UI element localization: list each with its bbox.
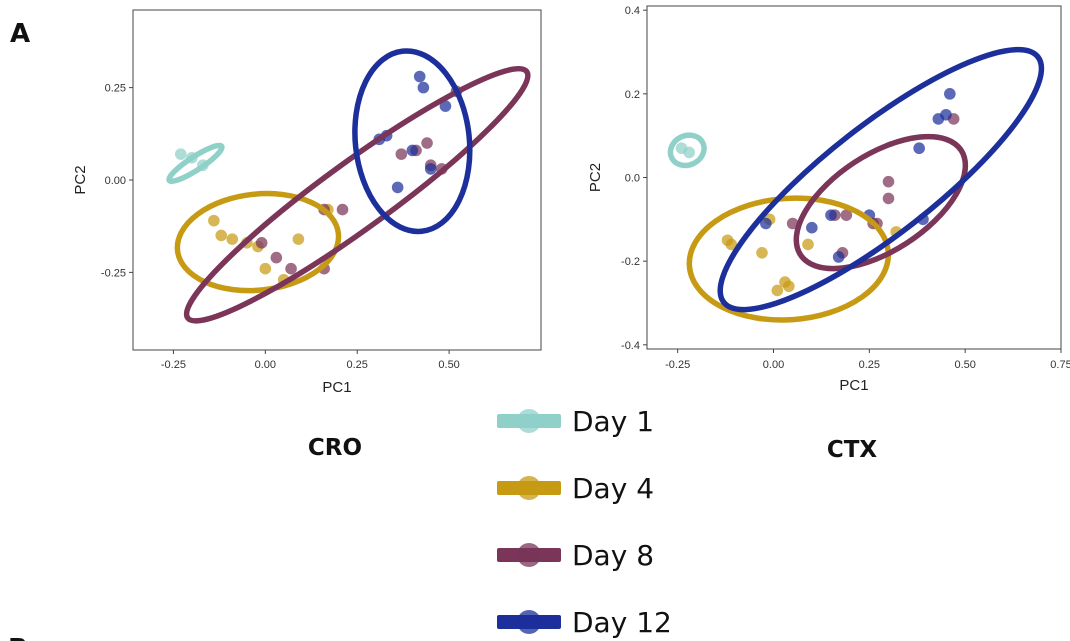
ctx-point-day-8 — [882, 175, 895, 188]
ctx-point-day-1 — [683, 146, 695, 159]
ctx-pca-chart: -0.25 0.00 0.25 0.50 0.75 -0.4 -0.2 0.0 0.2 0.4 PC… — [587, 5, 1070, 394]
ctx-x-tick-label: 0.75 — [1050, 359, 1070, 371]
cro-point-day-8 — [336, 203, 349, 216]
cro-point-day-4 — [226, 233, 239, 245]
ctx-point-day-4 — [771, 284, 784, 297]
ctx-series-day-1 — [675, 142, 695, 159]
cro-x-tick-label: 0.00 — [255, 359, 276, 371]
cro-ellipse-day-1 — [166, 142, 225, 185]
ctx-point-day-12 — [940, 108, 952, 121]
cro-x-axis-label: PC1 — [322, 379, 351, 396]
cro-point-day-8 — [285, 262, 297, 275]
ctx-point-day-4 — [783, 280, 795, 293]
legend-item-day-8: Day 8 — [497, 539, 654, 572]
ctx-ellipse-day-1 — [667, 132, 707, 169]
ctx-point-day-8 — [840, 209, 853, 221]
cro-point-day-8 — [395, 148, 408, 160]
cro-point-day-8 — [255, 237, 268, 249]
ctx-point-day-8 — [786, 217, 799, 230]
ctx-y-axis-label: PC2 — [587, 163, 604, 192]
legend-item-day-12: Day 12 — [497, 606, 672, 639]
ctx-y-tick-label: 0.2 — [625, 89, 640, 101]
legend-label-day-12: Day 12 — [572, 606, 672, 639]
ctx-chart-name: CTX — [827, 437, 878, 463]
legend-label-day-1: Day 1 — [572, 405, 654, 438]
cro-y-tick-label: -0.25 — [101, 267, 126, 279]
legend-dot-day-1 — [517, 409, 541, 433]
ctx-y-tick-label: 0.0 — [625, 173, 640, 185]
ctx-point-day-12 — [806, 221, 818, 234]
cro-point-day-4 — [208, 214, 220, 227]
ctx-point-day-12 — [944, 88, 956, 100]
ctx-series-day-12 — [760, 88, 956, 263]
ctx-y-tick-label: -0.2 — [621, 256, 640, 268]
cro-point-day-12 — [413, 70, 426, 83]
ctx-series-day-4 — [721, 213, 902, 297]
cro-plot-frame — [132, 9, 542, 351]
panel-letter-b: B — [8, 634, 28, 641]
ctx-x-axis-label: PC1 — [839, 377, 868, 394]
cro-ellipse-day-12 — [352, 48, 473, 235]
ctx-plot-frame — [646, 5, 1062, 350]
cro-x-tick-label: 0.50 — [438, 359, 459, 371]
ctx-y-tick-label: -0.4 — [621, 340, 640, 352]
legend-dot-day-12 — [517, 610, 541, 634]
legend-label-day-8: Day 8 — [572, 539, 654, 572]
cro-point-day-12 — [439, 100, 452, 112]
ctx-x-tick-label: 0.50 — [954, 359, 975, 371]
legend-item-day-1: Day 1 — [497, 405, 654, 438]
cro-point-day-1 — [174, 148, 187, 160]
panel-letter-a: A — [10, 19, 30, 49]
cro-point-day-12 — [406, 144, 419, 157]
ctx-point-day-12 — [825, 209, 837, 221]
ctx-x-tick-label: 0.25 — [859, 359, 880, 371]
cro-point-day-8 — [270, 251, 283, 264]
legend-dot-day-8 — [517, 543, 541, 567]
ctx-point-day-4 — [756, 246, 768, 259]
cro-point-day-4 — [292, 233, 305, 245]
cro-y-tick-label: 0.25 — [105, 83, 126, 95]
cro-x-tick-label: 0.25 — [347, 359, 368, 371]
cro-point-day-8 — [421, 137, 433, 149]
legend: Day 1 Day 4 Day 8 Day 12 — [497, 405, 672, 639]
ctx-point-day-12 — [832, 251, 845, 263]
ctx-ellipse-day-12 — [717, 46, 1045, 313]
cro-point-day-12 — [424, 163, 437, 175]
legend-item-day-4: Day 4 — [497, 472, 654, 505]
cro-chart-name: CRO — [308, 435, 362, 461]
ctx-point-day-4 — [802, 238, 814, 251]
legend-label-day-4: Day 4 — [572, 472, 654, 505]
ctx-point-day-8 — [882, 192, 895, 205]
ctx-point-day-4 — [725, 238, 738, 251]
cro-ellipse-day-8 — [183, 65, 531, 324]
ctx-point-day-12 — [760, 217, 772, 230]
ctx-x-tick-label: -0.25 — [665, 359, 690, 371]
ctx-ellipse-day-8 — [793, 133, 969, 272]
cro-point-day-4 — [259, 262, 272, 275]
cro-point-day-12 — [417, 81, 430, 94]
cro-pca-chart: -0.25 0.00 0.25 0.50 -0.25 0.00 0.25 PC1 PC2 — [72, 9, 542, 396]
cro-point-day-12 — [391, 181, 404, 194]
cro-point-day-4 — [215, 229, 228, 242]
ctx-y-tick-label: 0.4 — [625, 5, 640, 17]
legend-dot-day-4 — [517, 476, 541, 500]
cro-y-tick-label: 0.00 — [105, 175, 126, 187]
ctx-point-day-12 — [913, 142, 925, 155]
cro-x-tick-label: -0.25 — [161, 359, 186, 371]
cro-y-axis-label: PC2 — [72, 165, 89, 194]
ctx-x-tick-label: 0.00 — [763, 359, 784, 371]
cro-ellipse-day-4 — [174, 190, 342, 294]
